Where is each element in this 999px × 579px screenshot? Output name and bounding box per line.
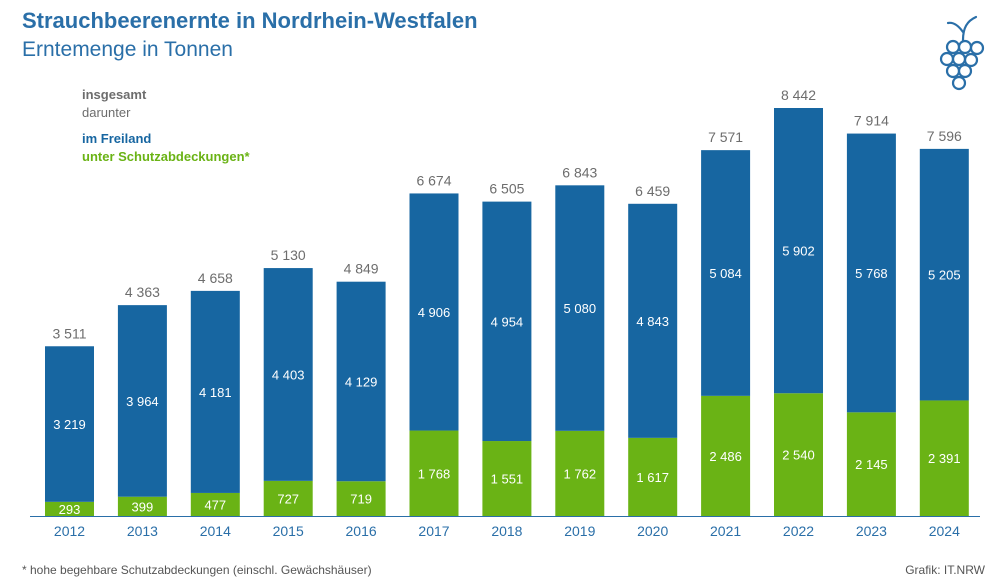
label-under-cover: 719	[350, 492, 372, 507]
x-tick-label: 2017	[418, 523, 449, 539]
x-tick-label: 2012	[54, 523, 85, 539]
label-open-field: 5 902	[782, 244, 815, 259]
bar-open-field	[774, 108, 823, 394]
x-tick-label: 2022	[783, 523, 814, 539]
bar-under-cover	[482, 441, 532, 516]
bar-under-cover	[263, 480, 313, 516]
label-open-field: 3 964	[126, 394, 159, 409]
label-under-cover: 2 486	[709, 449, 742, 464]
label-total: 5 130	[271, 247, 306, 263]
bar-open-field	[45, 346, 94, 502]
label-open-field: 5 768	[855, 266, 888, 281]
chart-subtitle: Erntemenge in Tonnen	[22, 38, 233, 61]
label-open-field: 4 181	[199, 385, 232, 400]
label-total: 7 571	[708, 129, 743, 145]
label-open-field: 5 205	[928, 268, 961, 283]
bar-under-cover	[336, 481, 386, 516]
x-tick-label: 2019	[564, 523, 595, 539]
label-under-cover: 2 391	[928, 451, 961, 466]
label-under-cover: 399	[132, 499, 154, 514]
label-under-cover: 1 617	[636, 470, 669, 485]
label-total: 7 596	[927, 128, 962, 144]
bar-under-cover	[774, 393, 823, 516]
label-total: 4 849	[344, 261, 379, 277]
bar-open-field	[919, 148, 969, 401]
label-under-cover: 293	[59, 502, 81, 517]
label-under-cover: 727	[277, 491, 299, 506]
label-under-cover: 1 768	[418, 466, 451, 481]
bar-open-field	[482, 201, 532, 442]
bar-under-cover	[628, 437, 678, 516]
x-tick-label: 2021	[710, 523, 741, 539]
label-total: 6 674	[416, 172, 451, 188]
label-total: 4 363	[125, 284, 160, 300]
label-under-cover: 1 551	[491, 472, 524, 487]
label-open-field: 5 080	[564, 301, 597, 316]
bar-under-cover	[555, 430, 605, 516]
label-total: 8 442	[781, 87, 816, 103]
label-under-cover: 1 762	[564, 466, 597, 481]
x-tick-label: 2018	[491, 523, 522, 539]
berry-icon	[939, 15, 985, 91]
label-total: 3 511	[53, 325, 87, 341]
label-open-field: 4 129	[345, 374, 378, 389]
legend: insgesamt darunter im Freiland unter Sch…	[82, 86, 250, 166]
bar-open-field	[846, 133, 896, 413]
x-tick-label: 2016	[346, 523, 377, 539]
x-tick-label: 2024	[929, 523, 960, 539]
bar-under-cover	[45, 501, 94, 516]
label-under-cover: 2 145	[855, 457, 888, 472]
legend-under-cover: unter Schutzabdeckungen*	[82, 149, 250, 164]
x-tick-label: 2020	[637, 523, 668, 539]
legend-of-which: darunter	[82, 105, 131, 120]
label-open-field: 4 954	[491, 314, 524, 329]
label-total: 6 459	[635, 183, 670, 199]
bar-open-field	[190, 290, 240, 493]
bar-open-field	[263, 268, 313, 481]
label-open-field: 4 843	[636, 314, 669, 329]
bar-open-field	[701, 150, 751, 396]
label-total: 7 914	[854, 113, 889, 129]
label-open-field: 5 084	[709, 266, 742, 281]
footnote: * hohe begehbare Schutzabdeckungen (eins…	[22, 563, 372, 577]
chart-title: Strauchbeerenernte in Nordrhein-Westfale…	[22, 8, 478, 33]
label-open-field: 4 906	[418, 305, 451, 320]
label-open-field: 3 219	[53, 417, 86, 432]
label-total: 6 843	[562, 164, 597, 180]
bar-under-cover	[919, 400, 969, 516]
bar-open-field	[117, 305, 167, 497]
x-tick-label: 2013	[127, 523, 158, 539]
bar-under-cover	[409, 430, 459, 516]
label-open-field: 4 403	[272, 367, 305, 382]
label-under-cover: 2 540	[782, 448, 815, 463]
label-total: 4 658	[198, 270, 233, 286]
legend-total: insgesamt	[82, 87, 147, 102]
bar-under-cover	[846, 412, 896, 516]
bar-under-cover	[117, 496, 167, 516]
bar-under-cover	[190, 492, 240, 516]
source-credit: Grafik: IT.NRW	[905, 563, 985, 577]
bar-open-field	[555, 185, 605, 431]
x-tick-label: 2014	[200, 523, 231, 539]
label-total: 6 505	[489, 181, 524, 197]
x-tick-label: 2015	[273, 523, 304, 539]
legend-open-field: im Freiland	[82, 131, 152, 146]
bar-open-field	[628, 203, 678, 438]
bar-under-cover	[701, 395, 751, 516]
bar-open-field	[409, 193, 459, 431]
bar-open-field	[336, 281, 386, 482]
x-tick-label: 2023	[856, 523, 887, 539]
label-under-cover: 477	[204, 497, 226, 512]
